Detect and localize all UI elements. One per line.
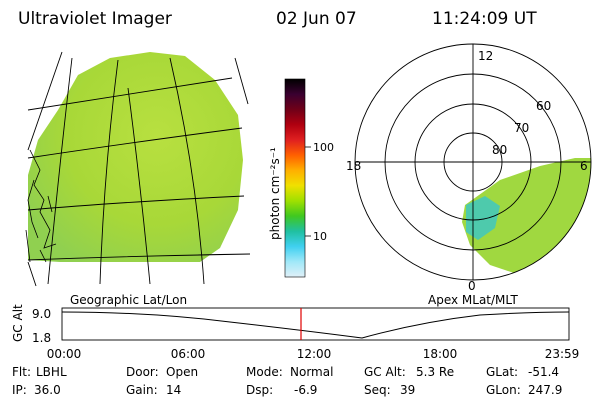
time-tick-1200: 12:00: [297, 347, 332, 361]
map-grid-lon: [127, 87, 151, 285]
seq-label: Seq:: [364, 383, 391, 397]
glat-value: -51.4: [528, 365, 559, 379]
info-panel: Flt: LBHL IP: 36.0 Door: Open Gain: 14 M…: [12, 365, 562, 397]
door-label: Door:: [126, 365, 159, 379]
colorbar-strip: [284, 78, 306, 278]
mlat-label-60: 60: [536, 99, 551, 113]
altitude-plot: GC Alt 9.0 1.8 00:00 06:00 12:00 18:00 2…: [11, 304, 579, 361]
header-time: 11:24:09 UT: [432, 9, 537, 29]
header-date: 02 Jun 07: [276, 9, 357, 29]
map-grid-lat: [27, 77, 233, 111]
mlat-label-70: 70: [514, 121, 529, 135]
gain-label: Gain:: [126, 383, 158, 397]
gcalt-label: GC Alt:: [364, 365, 406, 379]
colorbar-tick-10: 10: [313, 230, 327, 243]
flt-value: LBHL: [36, 365, 67, 379]
time-tick-0600: 06:00: [171, 347, 206, 361]
time-tick-0000: 00:00: [47, 347, 82, 361]
door-value: Open: [166, 365, 198, 379]
mlt-label-18: 18: [346, 159, 361, 173]
polar-plot: 12 18 6 0 60 70 80: [346, 43, 592, 293]
glat-label: GLat:: [486, 365, 518, 379]
header-title: Ultraviolet Imager: [18, 9, 172, 29]
colorbar-unit-label: photon cm⁻²s⁻¹: [268, 147, 282, 240]
map-grid-lon: [234, 57, 249, 105]
time-tick-1800: 18:00: [423, 347, 458, 361]
map-grid-lon: [47, 57, 73, 285]
colorbar: 100 10 photon cm⁻²s⁻¹: [268, 78, 334, 278]
map-grid-lon: [27, 261, 37, 287]
ip-value: 36.0: [34, 383, 61, 397]
time-tick-2359: 23:59: [545, 347, 580, 361]
glon-label: GLon:: [486, 383, 521, 397]
coastline: [25, 149, 57, 263]
mode-value: Normal: [290, 365, 333, 379]
map-grid-lat: [27, 195, 245, 211]
glon-value: 247.9: [528, 383, 562, 397]
seq-value: 39: [400, 383, 415, 397]
altitude-ytick-min: 1.8: [32, 331, 51, 345]
map-grid-lon: [99, 59, 119, 285]
colorbar-tick-100: 100: [313, 141, 334, 154]
flt-label: Flt:: [12, 365, 31, 379]
ip-label: IP:: [12, 383, 27, 397]
dsp-label: Dsp:: [246, 383, 273, 397]
altitude-curve: [61, 311, 570, 339]
mlat-label-80: 80: [492, 143, 507, 157]
gain-value: 14: [166, 383, 181, 397]
mlt-label-12: 12: [478, 49, 493, 63]
map-grid-lat: [27, 127, 243, 159]
map-grid-lon: [27, 51, 63, 151]
geographic-map: [25, 51, 251, 287]
map-grid-lon: [169, 57, 205, 285]
altitude-axis-label: GC Alt: [11, 304, 25, 342]
map-emission-region: [28, 52, 243, 262]
map-grid-lat: [27, 253, 251, 261]
map-caption: Geographic Lat/Lon: [70, 293, 187, 307]
dsp-value: -6.9: [294, 383, 317, 397]
polar-caption: Apex MLat/MLT: [428, 293, 518, 307]
gcalt-value: 5.3 Re: [416, 365, 454, 379]
polar-emission-low: [466, 196, 500, 240]
altitude-ytick-max: 9.0: [32, 307, 51, 321]
mlt-label-0: 0: [468, 279, 476, 293]
mode-label: Mode:: [246, 365, 283, 379]
altitude-plot-frame: [61, 307, 570, 341]
mlt-label-6: 6: [580, 159, 588, 173]
